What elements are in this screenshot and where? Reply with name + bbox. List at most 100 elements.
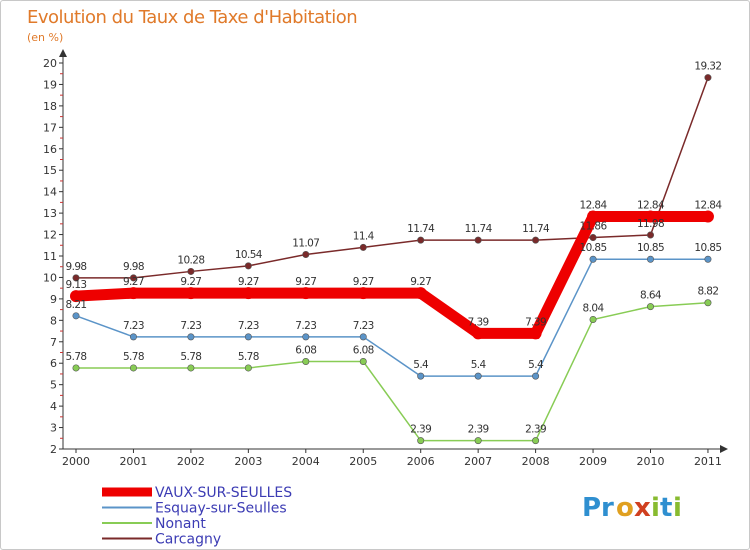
series-point-3 bbox=[302, 250, 310, 258]
logo-letter: i bbox=[651, 493, 660, 523]
y-tick-label: 16 bbox=[43, 143, 57, 156]
data-label: 7.39 bbox=[468, 316, 489, 328]
series-point-3 bbox=[187, 267, 195, 275]
data-label: 5.78 bbox=[180, 351, 201, 363]
data-label: 8.21 bbox=[66, 299, 87, 311]
data-label: 5.78 bbox=[123, 351, 144, 363]
series-point-1 bbox=[589, 255, 597, 263]
data-label: 10.85 bbox=[637, 242, 664, 254]
y-tick-label: 2 bbox=[50, 443, 57, 456]
data-label: 2.39 bbox=[525, 424, 546, 436]
x-tick-label: 2009 bbox=[579, 455, 607, 468]
series-point-1 bbox=[244, 333, 252, 341]
y-tick-label: 9 bbox=[50, 293, 57, 306]
series-point-1 bbox=[72, 312, 80, 320]
series-point-3 bbox=[474, 236, 482, 244]
y-tick-label: 10 bbox=[43, 271, 57, 284]
data-label: 8.04 bbox=[583, 302, 605, 314]
x-tick-label: 2010 bbox=[637, 455, 665, 468]
chart-legend: VAUX-SUR-SEULLESEsquay-sur-SeullesNonant… bbox=[102, 485, 292, 548]
data-label: 6.08 bbox=[353, 345, 374, 357]
series-point-0 bbox=[644, 210, 657, 223]
data-label: 11.98 bbox=[637, 218, 664, 230]
data-label: 10.54 bbox=[235, 249, 263, 261]
series-point-3 bbox=[532, 236, 540, 244]
series-point-1 bbox=[532, 372, 540, 380]
x-tick-label: 2000 bbox=[62, 455, 90, 468]
data-label: 2.39 bbox=[468, 424, 489, 436]
series-point-3 bbox=[589, 234, 597, 242]
data-label: 7.39 bbox=[525, 316, 546, 328]
data-label: 9.98 bbox=[123, 261, 144, 273]
data-label: 2.39 bbox=[410, 424, 431, 436]
data-label: 11.74 bbox=[522, 223, 550, 235]
series-point-2 bbox=[646, 303, 654, 311]
logo-letter: o bbox=[616, 493, 634, 523]
legend-label: Esquay-sur-Seulles bbox=[155, 501, 287, 517]
chart-unit: (en %) bbox=[27, 31, 64, 44]
data-label: 19.32 bbox=[694, 61, 721, 73]
series-point-1 bbox=[474, 372, 482, 380]
series-point-3 bbox=[244, 262, 252, 270]
x-tick-label: 2003 bbox=[234, 455, 262, 468]
chart-data-labels: 9.13 9.27 9.27 9.27 9.27 9.27 9.27 7.39 7.39 12.8… bbox=[66, 61, 723, 436]
series-line-3 bbox=[76, 77, 709, 279]
data-label: 11.74 bbox=[465, 223, 493, 235]
x-tick-label: 2001 bbox=[119, 455, 147, 468]
series-point-0 bbox=[184, 287, 197, 300]
series-point-1 bbox=[359, 333, 367, 341]
x-tick-label: 2008 bbox=[522, 455, 550, 468]
series-point-0 bbox=[242, 287, 255, 300]
data-label: 7.23 bbox=[295, 320, 316, 332]
data-label: 9.13 bbox=[66, 279, 87, 291]
data-label: 5.78 bbox=[238, 351, 259, 363]
data-label: 9.27 bbox=[123, 276, 144, 288]
y-tick-label: 5 bbox=[50, 379, 57, 392]
y-tick-label: 3 bbox=[50, 422, 57, 435]
y-tick-label: 4 bbox=[50, 400, 57, 413]
series-point-3 bbox=[359, 243, 367, 251]
data-label: 12.84 bbox=[580, 200, 608, 212]
y-tick-label: 11 bbox=[43, 250, 57, 263]
series-point-0 bbox=[127, 287, 140, 300]
data-label: 11.4 bbox=[353, 230, 375, 242]
series-point-2 bbox=[187, 364, 195, 372]
data-label: 6.08 bbox=[295, 345, 316, 357]
x-tick-label: 2004 bbox=[292, 455, 320, 468]
logo-letter: x bbox=[634, 493, 651, 523]
series-point-3 bbox=[704, 74, 712, 82]
y-tick-label: 12 bbox=[43, 229, 57, 242]
data-label: 9.27 bbox=[353, 276, 374, 288]
series-point-2 bbox=[417, 437, 425, 445]
data-label: 10.28 bbox=[177, 254, 204, 266]
x-tick-label: 2005 bbox=[349, 455, 377, 468]
series-point-1 bbox=[704, 255, 712, 263]
x-tick-label: 2006 bbox=[407, 455, 435, 468]
data-label: 9.27 bbox=[295, 276, 316, 288]
data-label: 7.23 bbox=[123, 320, 144, 332]
series-point-3 bbox=[646, 231, 654, 239]
y-tick-label: 17 bbox=[43, 121, 57, 134]
series-point-1 bbox=[417, 372, 425, 380]
data-label: 11.07 bbox=[292, 237, 319, 249]
y-tick-label: 13 bbox=[43, 207, 57, 220]
data-label: 11.74 bbox=[407, 223, 435, 235]
y-tick-label: 15 bbox=[43, 164, 57, 177]
x-axis-arrow bbox=[720, 445, 728, 453]
data-label: 9.27 bbox=[180, 276, 201, 288]
series-point-3 bbox=[72, 274, 80, 282]
series-point-0 bbox=[472, 327, 485, 340]
legend-label: Nonant bbox=[155, 516, 206, 532]
x-tick-label: 2002 bbox=[177, 455, 205, 468]
legend-label: Carcagny bbox=[155, 532, 221, 548]
series-line-0 bbox=[75, 211, 708, 339]
chart-series bbox=[70, 74, 714, 445]
series-point-3 bbox=[417, 236, 425, 244]
series-point-0 bbox=[587, 210, 600, 223]
series-point-0 bbox=[299, 287, 312, 300]
data-label: 5.78 bbox=[66, 351, 87, 363]
series-point-0 bbox=[357, 287, 370, 300]
